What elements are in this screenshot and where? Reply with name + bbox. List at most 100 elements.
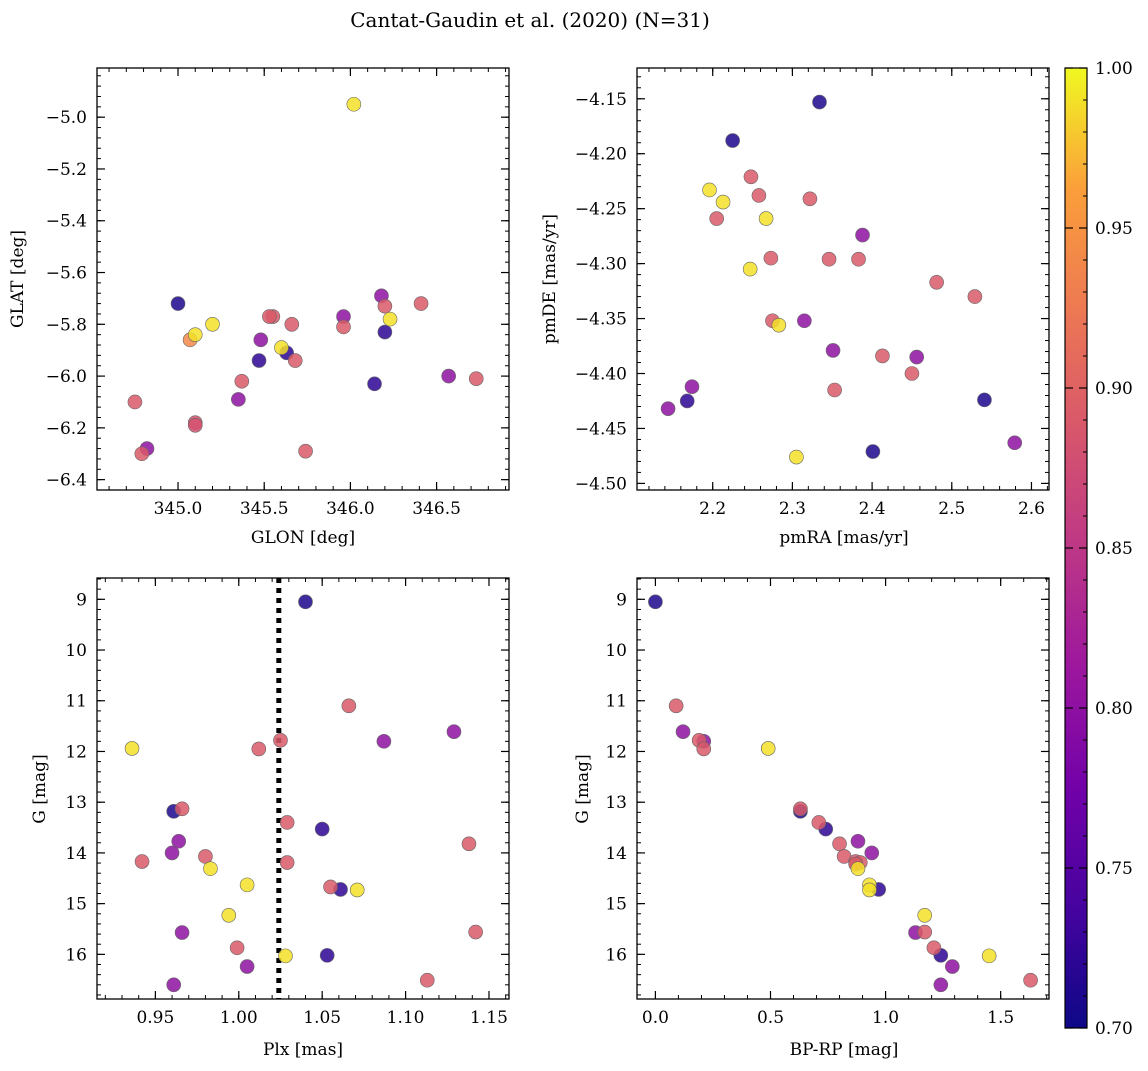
data-point — [802, 191, 818, 207]
data-point — [904, 366, 920, 381]
x-tick-label: 2.2 — [699, 499, 726, 519]
x-tick-label: 0.95 — [136, 1008, 174, 1028]
data-point — [771, 317, 787, 333]
data-point — [865, 444, 881, 459]
data-point — [675, 724, 691, 739]
x-tick-label: 345.0 — [154, 499, 203, 519]
data-point — [1023, 972, 1038, 988]
data-point — [262, 309, 277, 324]
y-axis-label: GLAT [deg] — [8, 230, 28, 328]
axes-frame — [636, 577, 1050, 1000]
data-point — [933, 977, 949, 993]
data-point — [349, 882, 365, 898]
colorbar-tick-label: 0.85 — [1095, 539, 1133, 559]
data-point — [793, 801, 808, 817]
data-point — [851, 251, 866, 267]
data-point — [377, 298, 393, 314]
data-point — [945, 959, 960, 974]
y-axis-label: G [mag] — [30, 754, 50, 823]
data-point — [166, 977, 182, 993]
y-tick-label: −4.15 — [575, 90, 627, 110]
data-point — [751, 188, 767, 203]
data-point — [171, 833, 187, 849]
y-tick-label: 9 — [76, 590, 87, 610]
y-tick-label: 15 — [605, 895, 627, 915]
axes-frame — [96, 577, 510, 1000]
y-tick-label: −4.25 — [575, 200, 627, 220]
panel-proper-motion: pmRA [mas/yr] pmDE [mas/yr] 2.2 2.3 2.4 2.5… — [540, 67, 1050, 548]
data-point — [205, 317, 220, 332]
y-tick-label: −6.4 — [46, 471, 87, 491]
data-point — [251, 741, 267, 757]
data-point — [763, 250, 779, 266]
y-tick-label: −5.2 — [46, 160, 87, 180]
x-tick-label: 1.00 — [220, 1008, 258, 1028]
data-point — [284, 317, 300, 332]
data-point — [274, 340, 289, 355]
data-point — [187, 417, 203, 433]
x-axis-label: GLON [deg] — [251, 528, 355, 548]
data-point — [743, 169, 759, 185]
data-point — [981, 948, 997, 964]
figure-title: Cantat-Gaudin et al. (2020) (N=31) — [350, 8, 710, 32]
y-tick-label: 9 — [616, 590, 627, 610]
axes-frame — [96, 67, 510, 491]
data-point — [684, 379, 700, 394]
data-point — [419, 972, 435, 988]
data-point — [134, 446, 150, 462]
data-point — [367, 376, 382, 392]
data-point — [377, 324, 393, 340]
y-tick-label: 11 — [65, 692, 87, 712]
y-tick-label: 16 — [605, 945, 627, 965]
data-point — [917, 908, 933, 923]
data-point — [279, 815, 295, 830]
colorbar: 0.70 0.75 0.80 0.85 0.90 0.95 1.00 — [1064, 59, 1133, 1039]
data-point — [709, 211, 724, 226]
colorbar-tick-label: 1.00 — [1095, 59, 1133, 79]
y-tick-label: 10 — [65, 641, 87, 661]
data-point — [287, 353, 303, 368]
y-tick-label: −5.4 — [46, 212, 87, 232]
panel-color-magnitude: BP-RP [mag] G [mag] 0.0 0.5 1.0 1.5 9 10 11 12 1… — [573, 577, 1050, 1060]
data-point — [725, 133, 740, 148]
colorbar-tick-label: 0.95 — [1095, 219, 1133, 239]
y-tick-label: −6.2 — [46, 419, 87, 439]
data-point — [187, 327, 203, 342]
x-tick-label: 346.0 — [326, 499, 375, 519]
x-axis-label: pmRA [mas/yr] — [779, 528, 908, 548]
data-point — [239, 959, 255, 974]
data-point — [929, 274, 944, 290]
data-point — [170, 296, 186, 311]
y-tick-label: −4.40 — [575, 365, 627, 385]
data-point — [231, 392, 246, 407]
data-point — [413, 296, 429, 311]
data-point — [855, 227, 870, 243]
y-axis-label: pmDE [mas/yr] — [540, 214, 560, 344]
x-tick-label: 1.5 — [987, 1008, 1014, 1028]
data-point — [660, 401, 676, 416]
data-point — [134, 854, 150, 869]
panel-lon-lat: GLON [deg] GLAT [deg] 345.0 345.5 346.0 346… — [8, 67, 510, 548]
data-point — [251, 353, 267, 368]
y-tick-label: 13 — [65, 793, 87, 813]
colorbar-tick-label: 0.70 — [1095, 1019, 1133, 1039]
data-point — [832, 836, 847, 852]
data-point — [273, 733, 288, 748]
y-tick-label: −4.20 — [575, 145, 627, 165]
data-point — [977, 392, 992, 408]
data-point — [164, 845, 180, 861]
x-axis-label: BP-RP [mag] — [790, 1040, 899, 1060]
data-point — [239, 877, 255, 893]
data-point — [174, 801, 190, 817]
data-point — [702, 182, 717, 198]
x-tick-label: 1.0 — [872, 1008, 899, 1028]
y-tick-label: −4.35 — [575, 310, 627, 330]
data-point — [760, 741, 776, 756]
data-point — [821, 251, 837, 267]
y-tick-label: 16 — [65, 945, 87, 965]
data-point — [221, 908, 237, 923]
data-point — [336, 319, 351, 335]
data-point — [812, 94, 827, 110]
data-point — [742, 261, 758, 277]
y-tick-label: −4.50 — [575, 474, 627, 494]
